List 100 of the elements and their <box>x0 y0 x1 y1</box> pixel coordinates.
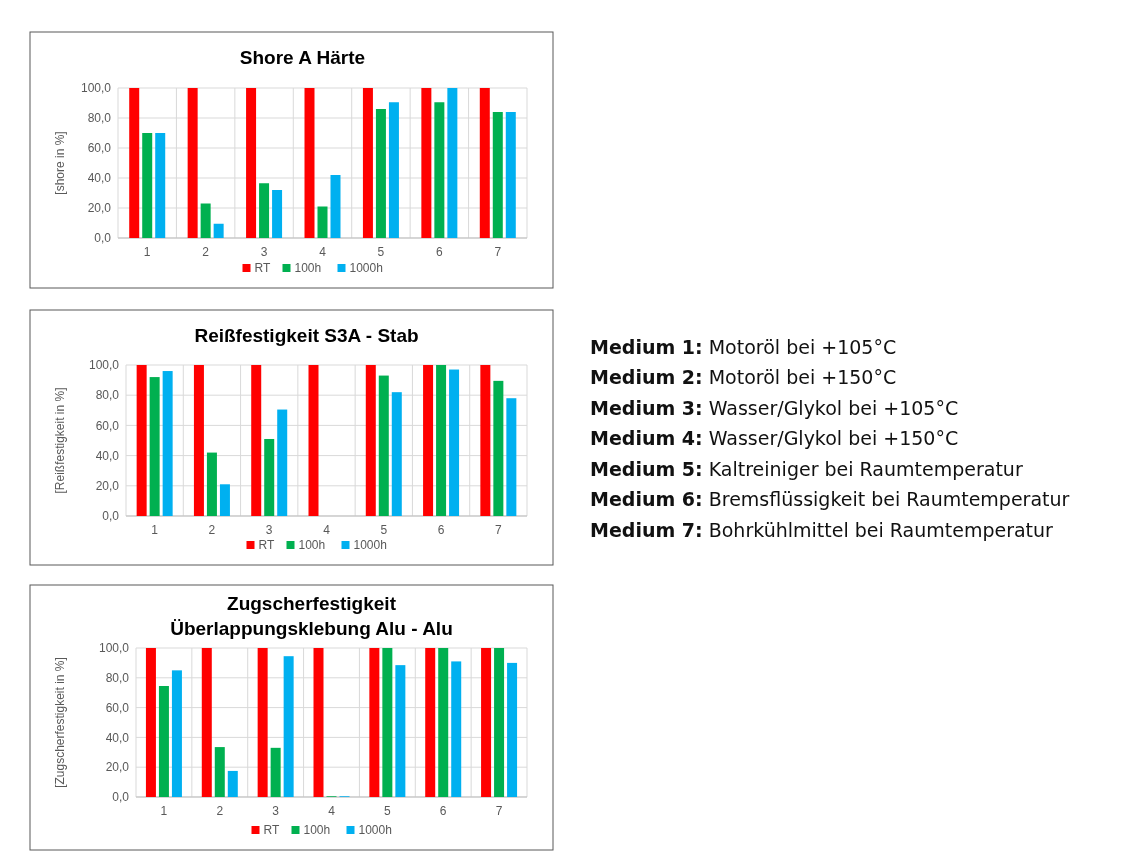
legend-label: RT <box>263 823 280 837</box>
bar <box>206 452 217 516</box>
bar <box>382 648 393 797</box>
bar <box>388 102 399 238</box>
text: Medium 2: Motoröl bei +150°C <box>590 366 897 389</box>
bar <box>283 656 294 797</box>
bar <box>362 88 373 238</box>
x-tick-label: 2 <box>202 245 210 259</box>
bar <box>246 88 257 238</box>
x-tick-label: 6 <box>439 804 447 818</box>
bar <box>158 686 169 797</box>
bar <box>213 223 224 238</box>
x-tick-label: 1 <box>151 523 159 537</box>
bar <box>149 377 160 516</box>
y-tick-label: 20,0 <box>87 201 112 216</box>
y-axis-title: [Reißfestigkeit in %] <box>53 387 67 494</box>
chart-title: Shore A Härte <box>239 47 366 68</box>
y-tick-label: 60,0 <box>105 700 130 715</box>
x-tick-label: 1 <box>143 245 151 259</box>
y-tick-label: 60,0 <box>87 141 112 156</box>
bar <box>365 365 376 516</box>
bar <box>391 392 402 516</box>
y-tick-label: 0,0 <box>94 231 112 246</box>
bar <box>479 88 490 238</box>
bar <box>264 438 275 516</box>
y-tick-label: 0,0 <box>112 790 130 805</box>
y-tick-label: 40,0 <box>87 171 112 186</box>
x-tick-label: 7 <box>494 245 502 259</box>
chart-title: Zugscherfestigkeit Überlappungsklebung Alu - Alu <box>170 593 453 639</box>
legend-label: RT <box>254 261 271 275</box>
y-tick-label: 40,0 <box>95 448 120 463</box>
x-tick-label: 3 <box>265 523 273 537</box>
legend-label: 1000h <box>353 538 387 552</box>
bar <box>425 648 436 797</box>
text: Medium 7: Bohrkühlmittel bei Raumtemperatur <box>590 518 1054 541</box>
legend-label: 1000h <box>358 823 392 837</box>
bar <box>308 365 319 516</box>
bar <box>277 409 288 516</box>
x-tick-label: 5 <box>384 804 392 818</box>
legend-label: 100h <box>298 538 326 552</box>
bar <box>200 203 211 238</box>
y-tick-label: 20,0 <box>95 479 120 493</box>
bar <box>219 484 230 516</box>
bar <box>449 369 460 516</box>
bar <box>507 662 518 797</box>
bar <box>481 648 492 797</box>
x-tick-label: 2 <box>208 523 216 537</box>
bar <box>251 365 262 516</box>
bar <box>193 365 204 516</box>
legend-label: RT <box>258 538 275 552</box>
bar <box>201 648 212 797</box>
bar <box>317 206 328 238</box>
bar <box>492 112 503 238</box>
x-tick-label: 5 <box>380 523 388 537</box>
bar <box>187 88 198 238</box>
bar <box>506 398 517 516</box>
bar <box>369 648 380 797</box>
bar <box>136 365 147 516</box>
bar <box>227 770 238 797</box>
bar <box>421 88 432 238</box>
bar <box>395 665 406 797</box>
bar <box>451 661 462 797</box>
y-tick-label: 100,0 <box>98 641 130 656</box>
bar <box>447 88 458 238</box>
x-tick-label: 3 <box>260 245 268 259</box>
x-tick-label: 7 <box>495 523 503 537</box>
legend-label: 1000h <box>349 261 383 275</box>
x-tick-label: 4 <box>323 523 331 537</box>
bar <box>480 365 491 516</box>
bar <box>214 747 225 797</box>
bar <box>493 380 504 516</box>
x-tick-label: 6 <box>436 245 444 259</box>
y-tick-label: 80,0 <box>95 388 120 403</box>
y-axis-title: [shore in %] <box>53 131 67 195</box>
bar <box>434 102 445 238</box>
bar <box>436 365 447 516</box>
legend-label: 100h <box>294 261 322 275</box>
text: Medium 1: Motoröl bei +105°C <box>590 335 897 358</box>
y-tick-label: 80,0 <box>105 671 130 685</box>
bar <box>259 183 270 238</box>
text: Medium 5: Kaltreiniger bei Raumtemperatur <box>590 457 1023 480</box>
y-tick-label: 20,0 <box>105 760 130 775</box>
y-tick-label: 0,0 <box>102 509 120 524</box>
text: Medium 4: Wasser/Glykol bei +150°C <box>590 427 959 450</box>
x-tick-label: 4 <box>319 245 327 259</box>
bar <box>494 648 505 797</box>
x-tick-label: 2 <box>216 804 224 818</box>
bar <box>155 133 166 238</box>
y-tick-label: 40,0 <box>105 730 130 745</box>
y-axis-title: [Zugscherfestigkeit in %] <box>53 657 67 788</box>
bar <box>304 88 315 238</box>
bar <box>505 112 516 238</box>
chart-title: Reißfestigkeit S3A - Stab <box>194 325 419 346</box>
bar <box>129 88 140 238</box>
bar <box>378 375 389 516</box>
y-tick-label: 100,0 <box>88 358 120 373</box>
x-tick-label: 1 <box>160 804 168 818</box>
legend-label: 100h <box>303 823 331 837</box>
x-tick-label: 3 <box>272 804 280 818</box>
bar <box>257 648 268 797</box>
